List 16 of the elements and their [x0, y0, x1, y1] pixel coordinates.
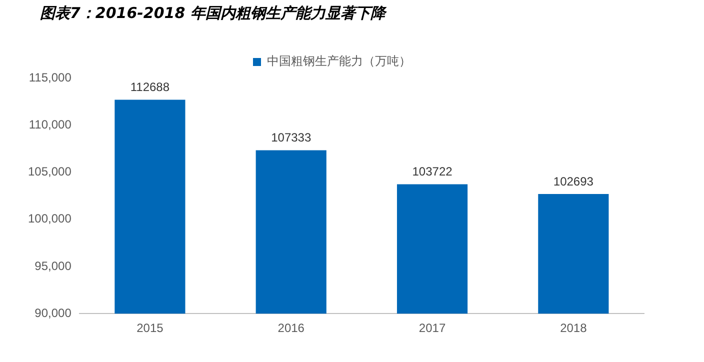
data-label: 103722	[412, 164, 453, 179]
x-tick-label: 2018	[560, 321, 588, 336]
y-tick-label: 110,000	[28, 117, 72, 132]
y-tick-label: 115,000	[28, 70, 72, 84]
data-label: 102693	[553, 174, 594, 188]
y-tick-label: 100,000	[28, 212, 72, 226]
y-tick-label: 95,000	[34, 258, 72, 273]
x-tick-label: 2015	[136, 321, 164, 336]
y-tick-label: 90,000	[34, 306, 72, 320]
chart-title: 图表7：2016-2018 年国内粗钢生产能力显著下降	[39, 3, 388, 24]
x-tick-label: 2016	[278, 321, 305, 336]
x-tick-label: 2017	[418, 321, 446, 336]
data-label: 112688	[130, 80, 170, 94]
legend-label: 中国粗钢生产能力（万吨）	[267, 54, 411, 68]
y-tick-label: 105,000	[28, 164, 72, 179]
data-label: 107333	[271, 130, 312, 145]
